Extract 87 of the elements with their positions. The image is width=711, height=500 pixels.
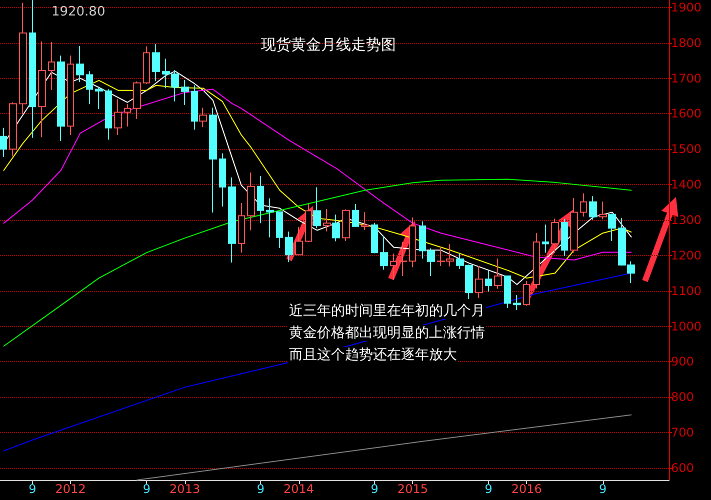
candlestick: [485, 270, 492, 292]
y-tick-label: 600: [671, 460, 694, 475]
candlestick: [561, 218, 568, 256]
x-tick-label: 2013: [170, 482, 200, 496]
candlestick: [76, 46, 84, 82]
candlestick: [48, 42, 55, 90]
candlestick: [475, 266, 483, 298]
candlestick: [0, 127, 7, 158]
candlestick: [133, 80, 141, 120]
candlestick: [332, 214, 340, 242]
candlestick: [9, 102, 17, 157]
candlestick: [86, 70, 93, 105]
x-tick-label: 9: [256, 482, 264, 496]
candlestick: [247, 172, 255, 231]
x-tick-label: 9: [370, 482, 378, 496]
x-tick-label: 9: [599, 482, 607, 496]
x-tick-label: 2012: [55, 482, 86, 496]
y-tick-label: 700: [671, 426, 694, 440]
y-tick-label: 1100: [671, 284, 702, 298]
x-tick-label: 9: [484, 482, 492, 496]
candlestick: [494, 258, 502, 290]
candlestick: [570, 198, 578, 254]
y-tick-label: 1000: [671, 319, 702, 334]
candlestick: [504, 275, 511, 308]
annotation: 近三年的时间里在年初的几个月: [289, 303, 485, 319]
candlestick: [599, 201, 607, 220]
y-tick-label: 800: [671, 390, 694, 404]
candlestick: [542, 224, 549, 254]
y-tick-label: 1600: [671, 106, 702, 121]
candlestick: [361, 212, 369, 230]
x-tick-label: 2014: [283, 482, 314, 496]
candlestick: [305, 204, 312, 242]
candlestick: [209, 107, 217, 214]
annotation: 1920.80: [51, 4, 106, 20]
x-tick-label: 2016: [511, 482, 542, 496]
candlestick: [152, 44, 160, 82]
candlestick: [295, 226, 303, 256]
y-tick-label: 900: [671, 354, 694, 369]
candlestick: [513, 294, 521, 310]
candlestick: [409, 217, 416, 268]
candlestick: [238, 202, 245, 254]
candlestick: [323, 208, 331, 232]
candlestick: [399, 241, 407, 276]
y-tick-label: 1800: [671, 36, 702, 50]
y-tick-label: 1300: [671, 212, 702, 227]
x-tick-label: 2015: [397, 482, 428, 496]
candlestick: [608, 213, 616, 242]
candlestick: [257, 176, 264, 224]
line-series: [3, 178, 632, 347]
candlestick: [219, 152, 226, 208]
text: 现货黄金月线走势图: [261, 36, 396, 54]
candlestick: [124, 104, 131, 127]
x-tick-label: 9: [28, 482, 36, 496]
candlestick: [67, 55, 74, 136]
candlestick: [371, 222, 378, 254]
annotation: 而且这个趋势还在逐年放大: [289, 347, 457, 363]
candlestick: [580, 192, 587, 217]
candlestick: [114, 98, 122, 136]
candlestick: [313, 186, 321, 229]
candlestick: [143, 46, 150, 84]
candlestick: [105, 88, 112, 140]
candlestick: [342, 208, 350, 242]
candlestick: [352, 204, 359, 228]
candlestick: [276, 210, 283, 248]
candlestick: [95, 86, 103, 110]
candlestick: [228, 176, 236, 263]
candlestick: [38, 40, 46, 138]
x-tick-label: 9: [142, 482, 151, 496]
y-tick-label: 1400: [671, 178, 702, 192]
candlestick: [57, 55, 65, 142]
candlestick: [533, 232, 540, 289]
candlestick: [285, 231, 293, 263]
candlestick: [266, 198, 274, 238]
candlestick: [523, 280, 530, 306]
candlestick: [380, 235, 388, 270]
annotation: 黄金价格都出现明显的上涨行情: [289, 325, 485, 341]
candlestick: [551, 218, 559, 254]
candlestick: [199, 107, 207, 128]
candlestick: [191, 84, 198, 130]
y-tick-label: 1500: [671, 142, 702, 156]
candlestick: [29, 0, 36, 138]
y-tick-label: 1700: [671, 71, 702, 86]
candlestick: [589, 196, 597, 220]
y-tick-label: 1900: [671, 0, 702, 14]
y-tick-label: 1200: [671, 248, 702, 262]
candlestick: [181, 80, 189, 106]
candlestick: [390, 253, 397, 280]
